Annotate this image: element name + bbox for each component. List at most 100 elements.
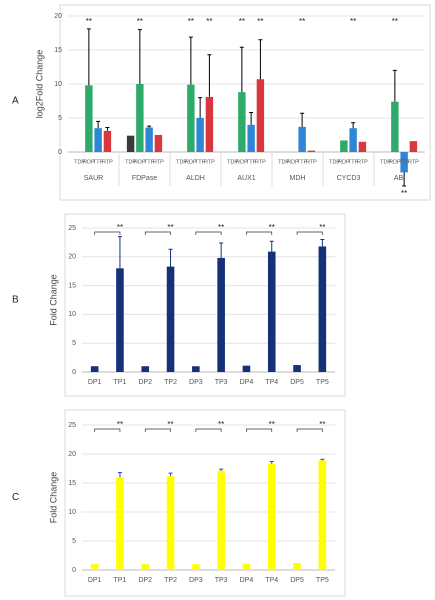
y-tick-label: 15 [68, 480, 76, 487]
bar [94, 128, 102, 152]
y-tick-label: 10 [54, 81, 62, 88]
series-sub-label: TDP [176, 159, 187, 165]
x-tick-label: TP1 [114, 577, 127, 584]
y-tick-label: 0 [72, 369, 76, 376]
bar [391, 101, 399, 152]
x-tick-label: DP1 [88, 379, 102, 386]
significance-mark: ** [257, 17, 263, 26]
bar [217, 470, 225, 570]
y-tick-label: 0 [72, 567, 76, 574]
significance-bracket [144, 231, 171, 235]
series-sub-label: RDP [338, 159, 350, 165]
y-tick-label: 10 [68, 311, 76, 318]
significance-bracket [195, 231, 222, 235]
x-tick-label: TP5 [316, 379, 329, 386]
bar [242, 365, 251, 372]
error-bar [258, 39, 263, 80]
x-tick-label: DP2 [138, 379, 152, 386]
series-sub-label: RTP [204, 159, 215, 165]
bar [349, 128, 357, 152]
significance-mark: ** [319, 420, 325, 429]
bar [85, 85, 93, 152]
series-sub-label: TDP [278, 159, 289, 165]
bar [267, 463, 276, 570]
bar [400, 152, 408, 173]
error-bar [207, 54, 212, 97]
series-sub-label: TTP [93, 159, 104, 165]
significance-mark: ** [218, 223, 224, 232]
significance-mark: ** [269, 420, 275, 429]
x-tick-label: TP2 [164, 379, 177, 386]
bar [217, 257, 225, 372]
bar [116, 477, 124, 570]
error-bar [188, 36, 193, 85]
panel-frame [64, 213, 346, 397]
significance-mark: ** [206, 17, 212, 26]
significance-mark: ** [117, 223, 123, 232]
error-bar [392, 69, 397, 102]
bar [307, 150, 316, 152]
series-sub-label: TDP [227, 159, 238, 165]
bar [247, 124, 255, 152]
bar [154, 135, 163, 152]
x-tick-label: TP1 [114, 379, 127, 386]
significance-mark: ** [188, 17, 194, 26]
series-sub-label: TTP [246, 159, 257, 165]
y-tick-label: 15 [54, 47, 62, 54]
x-tick-label: DP1 [88, 577, 102, 584]
error-bar [117, 236, 122, 269]
error-bar [168, 248, 173, 267]
x-tick-label: DP4 [240, 577, 254, 584]
bar [196, 118, 204, 152]
significance-mark: ** [401, 189, 407, 198]
series-sub-label: RDP [185, 159, 197, 165]
x-tick-label: AUX1 [237, 175, 255, 182]
bar [145, 127, 153, 152]
x-tick-label: TP3 [215, 577, 228, 584]
error-bar [137, 29, 142, 84]
x-tick-label: DP4 [240, 379, 254, 386]
significance-mark: ** [239, 17, 245, 26]
series-sub-label: RDP [287, 159, 299, 165]
significance-mark: ** [167, 223, 173, 232]
bar [318, 246, 327, 372]
x-tick-label: DP2 [138, 577, 152, 584]
error-bar [320, 458, 325, 461]
bar [242, 563, 251, 570]
x-tick-label: DP3 [189, 577, 203, 584]
series-sub-label: TTP [144, 159, 155, 165]
y-tick-label: 5 [58, 115, 62, 122]
series-sub-label: TDP [125, 159, 136, 165]
series-sub-label: RDP [83, 159, 95, 165]
y-tick-label: 15 [68, 282, 76, 289]
significance-bracket [144, 428, 171, 432]
error-bar [198, 97, 203, 118]
panel-frame [64, 409, 346, 597]
error-bar [239, 46, 244, 93]
y-axis-label: Fold Change [48, 274, 58, 326]
bar [141, 564, 150, 570]
bar [90, 564, 99, 570]
error-bar [402, 172, 407, 187]
significance-bracket [246, 231, 273, 235]
error-bar [351, 122, 356, 129]
significance-bracket [296, 231, 323, 235]
x-tick-label: MDH [290, 175, 306, 182]
significance-mark: ** [319, 223, 325, 232]
series-sub-label: RDP [389, 159, 401, 165]
x-tick-label: DP5 [290, 379, 304, 386]
series-sub-label: TTP [195, 159, 206, 165]
significance-bracket [246, 428, 273, 432]
error-bar [269, 461, 274, 464]
bar [267, 251, 276, 372]
panel-label: C [12, 492, 19, 503]
error-bar [269, 240, 274, 252]
bar [256, 79, 265, 152]
x-tick-label: DP5 [290, 577, 304, 584]
y-tick-label: 25 [68, 225, 76, 232]
series-sub-label: TTP [348, 159, 359, 165]
y-tick-label: 5 [72, 538, 76, 545]
y-tick-label: 20 [54, 13, 62, 20]
series-sub-label: TDP [329, 159, 340, 165]
series-sub-label: RTP [306, 159, 317, 165]
